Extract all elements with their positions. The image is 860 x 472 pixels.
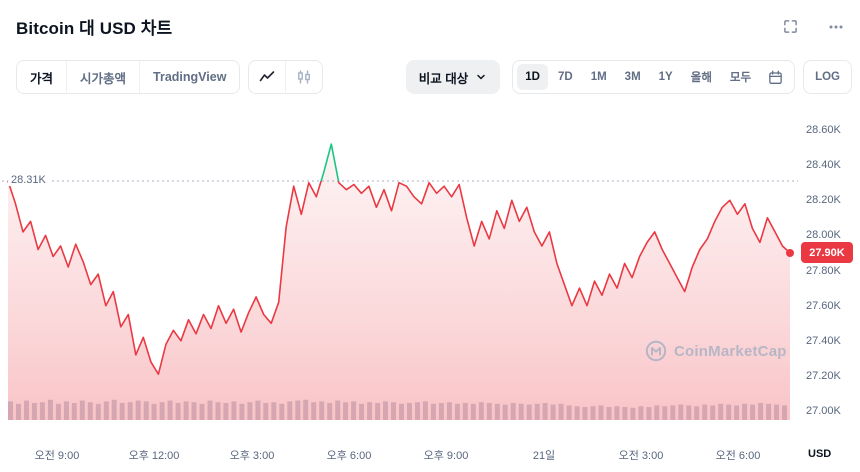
compare-button[interactable]: 비교 대상: [405, 60, 501, 94]
more-options-button[interactable]: [826, 17, 846, 37]
range-all[interactable]: 모두: [722, 64, 759, 90]
line-chart-button[interactable]: [249, 61, 285, 93]
y-axis-label: 27.20K: [806, 370, 841, 382]
fullscreen-icon: [784, 20, 797, 33]
candlestick-chart-button[interactable]: [285, 61, 322, 93]
more-options-icon: [829, 25, 843, 28]
chart-area: 28.60K 28.40K 28.20K 28.00K 27.80K 27.60K 27.4…: [0, 100, 860, 445]
range-3m[interactable]: 3M: [617, 64, 649, 90]
candlestick-chart-icon: [298, 70, 311, 84]
x-axis-label: 오후 12:00: [128, 450, 180, 462]
y-axis-label: 28.60K: [806, 124, 841, 136]
date-picker-button[interactable]: [761, 64, 790, 90]
y-axis-label: 28.20K: [806, 194, 841, 206]
range-1d[interactable]: 1D: [517, 64, 548, 90]
currency-unit-label: USD: [808, 448, 832, 460]
x-axis-label: 오전 6:00: [715, 450, 761, 462]
chart-toolbar: 가격 시가총액 TradingView 비교 대상: [16, 60, 852, 94]
open-price-label: 28.31K: [8, 174, 49, 186]
y-axis-label: 27.00K: [806, 405, 841, 417]
y-axis-label: 28.00K: [806, 229, 841, 241]
fullscreen-button[interactable]: [781, 17, 800, 36]
chart-header: Bitcoin 대 USD 차트: [16, 14, 846, 39]
x-axis-label: 오후 3:00: [229, 450, 275, 462]
range-1y[interactable]: 1Y: [651, 64, 681, 90]
chevron-down-icon: [477, 74, 486, 80]
range-ytd[interactable]: 올해: [683, 64, 720, 90]
tab-price[interactable]: 가격: [17, 61, 66, 93]
header-icons: [781, 17, 846, 37]
x-axis-label: 오후 9:00: [423, 450, 469, 462]
calendar-icon: [769, 70, 782, 84]
y-axis-label: 27.80K: [806, 265, 841, 277]
line-chart-icon: [260, 71, 275, 82]
x-axis-label: 21일: [532, 450, 556, 462]
view-tabs: 가격 시가총액 TradingView: [16, 60, 241, 94]
tab-tradingview[interactable]: TradingView: [139, 61, 239, 93]
x-axis-label: 오전 9:00: [34, 450, 80, 462]
range-7d[interactable]: 7D: [550, 64, 581, 90]
range-1m[interactable]: 1M: [583, 64, 615, 90]
range-selector: 1D 7D 1M 3M 1Y 올해 모두: [512, 60, 796, 94]
x-axis-label: 오후 6:00: [326, 450, 372, 462]
page-title: Bitcoin 대 USD 차트: [16, 19, 173, 38]
chart-type-toggle: [248, 60, 324, 94]
coinmarketcap-logo-icon: [645, 340, 667, 362]
y-axis-label: 27.60K: [806, 300, 841, 312]
log-scale-button[interactable]: LOG: [803, 60, 852, 94]
compare-label: 비교 대상: [418, 71, 469, 86]
price-chart[interactable]: [0, 100, 860, 445]
tab-market-cap[interactable]: 시가총액: [66, 61, 139, 93]
x-axis-label: 오전 3:00: [618, 450, 664, 462]
y-axis-label: 28.40K: [806, 159, 841, 171]
watermark-text: CoinMarketCap: [674, 342, 787, 360]
current-price-badge: 27.90K: [801, 242, 853, 263]
x-axis: 오전 9:00 오후 12:00 오후 3:00 오후 6:00 오후 9:00 21일 오…: [0, 447, 802, 463]
coinmarketcap-watermark: CoinMarketCap: [645, 340, 787, 362]
y-axis-label: 27.40K: [806, 335, 841, 347]
